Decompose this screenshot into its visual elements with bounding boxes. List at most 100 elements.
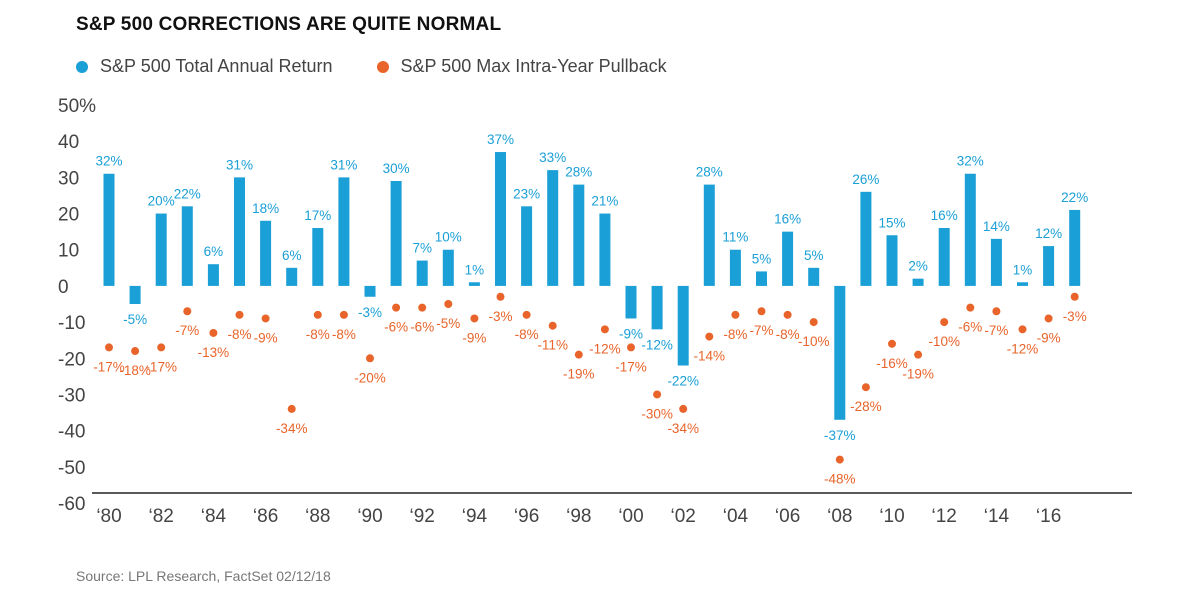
pullback-dot [131,347,140,356]
pullback-dot [209,328,218,337]
pullback-data-label: -6% [410,320,434,335]
return-data-label: 17% [304,208,331,223]
pullback-dot [966,303,975,312]
return-bar [390,180,402,286]
return-bar [495,152,506,286]
pullback-data-label: -7% [984,323,1008,338]
x-tick-label: ‘08 [827,506,852,527]
return-data-label: 1% [465,262,485,277]
pullback-dot [157,343,166,352]
return-data-label: 31% [226,157,253,172]
pullback-dot [522,310,531,319]
pullback-dot [183,307,192,316]
y-tick-label: 40 [58,132,79,153]
legend-label-pullback: S&P 500 Max Intra-Year Pullback [400,56,667,76]
return-bar [416,260,428,286]
return-bar [364,285,376,297]
return-data-label: -3% [358,305,382,320]
x-tick-label: ‘98 [566,506,591,527]
y-tick-label: -20 [58,349,85,370]
return-data-label: 21% [591,194,618,209]
return-data-label: 26% [852,172,879,187]
return-data-label: -12% [641,337,673,352]
x-tick-label: ‘12 [932,506,957,527]
pullback-dot [548,321,557,330]
return-data-label: 32% [95,154,122,169]
pullback-data-label: -19% [563,367,595,382]
return-data-label: 32% [957,154,984,169]
pullback-dot [287,404,296,413]
pullback-dot [653,390,662,399]
pullback-data-label: -34% [667,421,699,436]
return-data-label: 16% [774,212,801,227]
pullback-data-label: -20% [354,370,386,385]
pullback-dot [783,310,792,319]
return-data-label: 15% [878,215,905,230]
return-bar [181,206,193,286]
return-bar [312,228,324,286]
pullback-dot [679,404,688,413]
y-tick-label: -30 [58,385,85,406]
pullback-data-label: -5% [436,316,460,331]
pullback-data-label: -8% [306,327,330,342]
pullback-data-label: -7% [749,323,773,338]
pullback-dot [235,310,244,319]
x-tick-label: ‘80 [96,506,121,527]
x-tick-label: ‘10 [879,506,904,527]
pullback-dot [366,354,374,363]
return-bar [129,285,141,304]
pullback-data-label: -9% [462,330,486,345]
x-tick-label: ‘84 [201,506,227,527]
return-data-label: 6% [204,244,224,259]
return-data-label: 30% [383,161,410,176]
return-bar [599,213,611,286]
return-bar [521,206,533,286]
return-data-label: 5% [752,251,772,266]
pullback-dot [940,318,949,327]
return-bar [756,271,767,286]
pullback-data-label: -48% [824,472,856,487]
y-tick-label: -60 [58,494,85,515]
return-data-label: 31% [330,157,357,172]
pullback-data-label: -12% [1007,341,1039,356]
pullback-dot [600,325,609,334]
return-bar [286,267,298,286]
pullback-data-label: -14% [694,349,726,364]
pullback-data-label: -17% [615,359,647,374]
return-data-label: 33% [539,150,566,165]
return-data-label: -5% [123,312,147,327]
pullback-dot [809,318,818,327]
return-bar [1017,282,1028,286]
return-data-label: 1% [1013,262,1033,277]
x-tick-label: ‘82 [149,506,174,527]
y-tick-label: 0 [58,277,69,298]
pullback-data-label: -9% [1037,330,1061,345]
source-note: Source: LPL Research, FactSet 02/12/18 [76,568,331,584]
pullback-data-label: -17% [145,359,177,374]
pullback-dot [418,303,427,312]
return-bar [677,285,689,366]
pullback-dot [392,303,401,312]
legend-swatch-pullback [376,60,389,73]
x-tick-label: ‘16 [1036,506,1061,527]
y-tick-label: 10 [58,241,79,262]
pullback-dot [757,307,766,316]
return-bar [860,191,872,286]
pullback-dot [261,314,270,323]
pullback-dot [861,383,870,392]
legend-label-return: S&P 500 Total Annual Return [100,56,333,76]
x-tick-label: ‘00 [618,506,643,527]
return-data-label: 28% [565,165,592,180]
x-tick-label: ‘96 [514,506,539,527]
y-tick-label: 30 [58,168,79,189]
pullback-data-label: -30% [641,406,673,421]
return-bar [886,235,898,286]
return-bar [625,285,637,319]
pullback-data-label: -11% [537,338,568,353]
return-data-label: 37% [487,132,514,147]
return-bar [834,285,846,420]
pullback-dot [444,300,453,308]
pullback-dot [574,350,583,359]
pullback-data-label: -3% [488,309,512,324]
